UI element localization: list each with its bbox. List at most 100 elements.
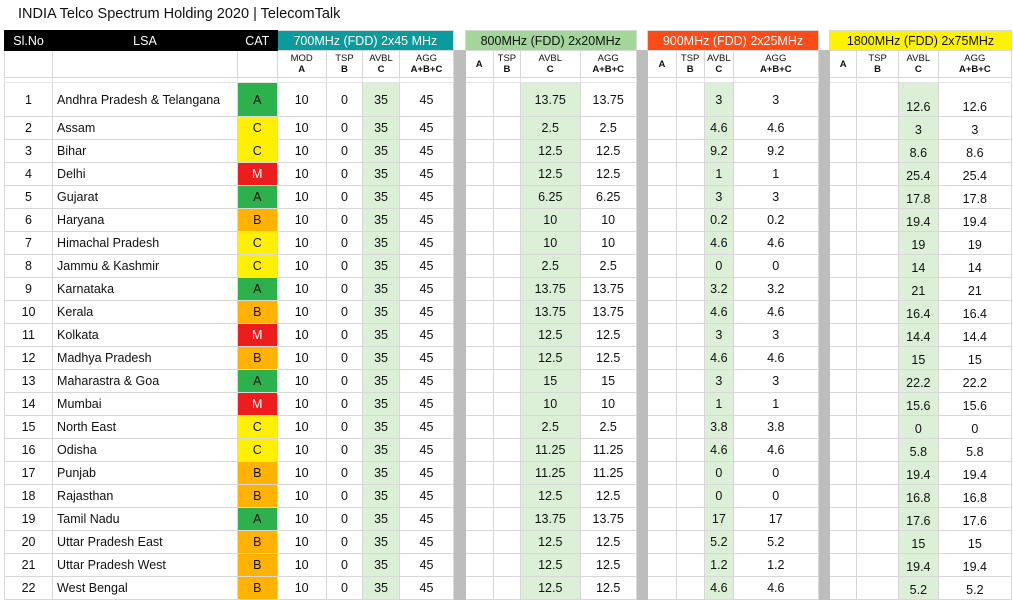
- cell-b800-agg: 11.25: [579, 438, 637, 462]
- subheader-line1: AGG: [765, 53, 787, 64]
- cell-b1800-avbl: 16.4: [898, 300, 939, 324]
- cell-b900-agg: 4.6: [732, 231, 819, 255]
- cell-b800-avbl: 12.5: [519, 484, 581, 508]
- cell-b900-agg: 4.6: [732, 116, 819, 140]
- cell-b800-a: [464, 82, 494, 117]
- cell-700-mod: 10: [276, 438, 327, 462]
- cell-b800-avbl: 13.75: [519, 300, 581, 324]
- cell-b900-a: [647, 254, 677, 278]
- cell-b800-a: [464, 277, 494, 301]
- cell-b900-agg: 3.8: [732, 415, 819, 439]
- cell-slno: 20: [3, 530, 54, 554]
- band-separator: [817, 277, 831, 301]
- band-separator: [635, 185, 649, 209]
- band-separator: [817, 484, 831, 508]
- subheader-line1: TSP: [335, 53, 354, 64]
- cell-b900-agg: 0: [732, 461, 819, 485]
- cell-700-agg: 45: [398, 461, 455, 485]
- cell-b900-avbl: 4.6: [703, 116, 734, 140]
- cell-700-avbl: 35: [362, 553, 400, 577]
- table-row: 15 North East C 10 0 35 45 2.5 2.5 3.8 3.8 0 0: [3, 415, 1013, 439]
- cell-b900-tsp: [675, 208, 705, 232]
- cell-b800-a: [464, 139, 494, 163]
- cell-cat: A: [236, 82, 278, 117]
- band-separator: [817, 415, 831, 439]
- cell-b900-tsp: [675, 162, 705, 186]
- cell-slno: 6: [3, 208, 54, 232]
- cell-b900-tsp: [675, 82, 705, 117]
- band-separator: [453, 116, 466, 140]
- cell-b800-avbl: 13.75: [519, 82, 581, 117]
- cell-b800-agg: 15: [579, 369, 637, 393]
- band-separator: [453, 461, 466, 485]
- cell-700-mod: 10: [276, 208, 327, 232]
- cell-b1800-a: [829, 323, 858, 347]
- cell-lsa: Himachal Pradesh: [52, 231, 238, 255]
- cell-b800-avbl: 10: [519, 208, 581, 232]
- subheader-b700-3: AGG A+B+C: [398, 50, 455, 78]
- cell-b800-tsp: [492, 553, 521, 577]
- cell-slno: 5: [3, 185, 54, 209]
- cell-lsa: Tamil Nadu: [52, 507, 238, 531]
- table-row: 11 Kolkata M 10 0 35 45 12.5 12.5 3 3 14.4 14.4: [3, 323, 1013, 347]
- subheader-b1800-2: AVBL C: [898, 50, 939, 78]
- cell-lsa: Assam: [52, 116, 238, 140]
- cell-700-agg: 45: [398, 185, 455, 209]
- cell-b1800-avbl: 17.6: [898, 507, 939, 531]
- cell-b900-a: [647, 277, 677, 301]
- cell-cat: B: [236, 484, 278, 508]
- subheader-line2: A+B+C: [959, 64, 991, 75]
- cell-700-agg: 45: [398, 277, 455, 301]
- cell-b800-a: [464, 507, 494, 531]
- cell-b1800-tsp: [856, 392, 899, 416]
- cell-b800-a: [464, 553, 494, 577]
- cell-slno: 3: [3, 139, 54, 163]
- cell-b900-tsp: [675, 576, 705, 600]
- table-row: 18 Rajasthan B 10 0 35 45 12.5 12.5 0 0 16.8 16.8: [3, 484, 1013, 508]
- cell-b900-agg: 0: [732, 254, 819, 278]
- band-separator: [817, 553, 831, 577]
- cell-b800-avbl: 12.5: [519, 323, 581, 347]
- spacer: [818, 31, 829, 51]
- cell-b1800-agg: 15: [937, 346, 1013, 370]
- cell-700-mod: 10: [276, 484, 327, 508]
- cell-b900-tsp: [675, 346, 705, 370]
- cell-b900-agg: 4.6: [732, 576, 819, 600]
- band-separator: [635, 369, 649, 393]
- band-separator: [817, 576, 831, 600]
- cell-b800-tsp: [492, 185, 521, 209]
- cell-b900-tsp: [675, 116, 705, 140]
- cell-b1800-tsp: [856, 139, 899, 163]
- cell-700-agg: 45: [398, 392, 455, 416]
- subheader-line1: AGG: [415, 53, 438, 64]
- subheader-line1: AGG: [964, 53, 986, 64]
- cell-700-mod: 10: [276, 576, 327, 600]
- cell-b900-tsp: [675, 530, 705, 554]
- cell-700-tsp: 0: [325, 323, 364, 347]
- band-separator: [453, 438, 466, 462]
- cell-b900-agg: 1: [732, 162, 819, 186]
- subheader-b800-2: AVBL C: [519, 50, 581, 78]
- cell-cat: M: [236, 162, 278, 186]
- cell-b800-agg: 13.75: [579, 82, 637, 117]
- col-header-lsa: LSA: [52, 30, 238, 51]
- subheader-b700-2: AVBL C: [362, 50, 400, 78]
- cell-lsa: Karnataka: [52, 277, 238, 301]
- cell-700-avbl: 35: [362, 507, 400, 531]
- cell-b800-tsp: [492, 507, 521, 531]
- band-separator: [817, 82, 831, 117]
- cell-b900-a: [647, 82, 677, 117]
- cell-b900-avbl: 3: [703, 82, 734, 117]
- band-separator: [453, 484, 466, 508]
- subheader-line2: B: [686, 64, 694, 75]
- spacer: [454, 31, 465, 51]
- cell-b900-agg: 0: [732, 484, 819, 508]
- cell-700-tsp: 0: [325, 461, 364, 485]
- cell-b800-agg: 12.5: [579, 346, 637, 370]
- table-row: 1 Andhra Pradesh & Telangana A 10 0 35 45 13.75…: [3, 82, 1013, 117]
- band-separator: [453, 346, 466, 370]
- cell-b900-agg: 3: [732, 185, 819, 209]
- cell-lsa: Gujarat: [52, 185, 238, 209]
- cell-b1800-a: [829, 392, 858, 416]
- band-separator: [635, 254, 649, 278]
